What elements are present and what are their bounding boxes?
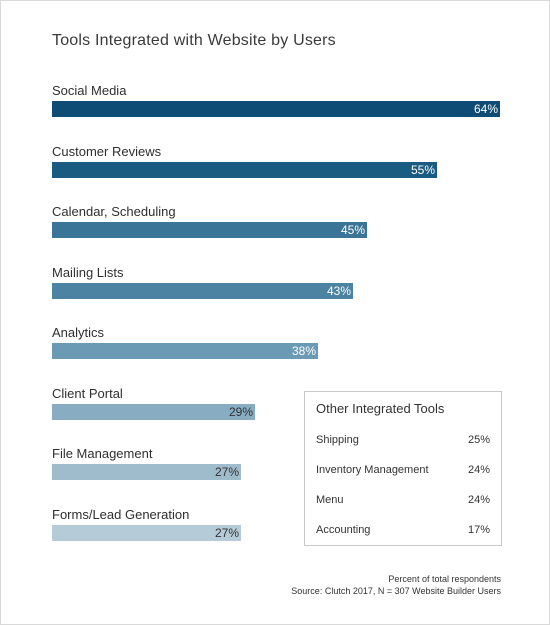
bar-value-label: 45% — [340, 223, 365, 237]
category-label: Mailing Lists — [52, 265, 124, 280]
bar: 29% — [52, 404, 255, 420]
other-tool-row: Accounting 17% — [316, 524, 490, 538]
other-tool-row: Menu 24% — [316, 494, 490, 508]
other-tool-value: 24% — [467, 494, 490, 506]
bar: 27% — [52, 464, 241, 480]
other-tools-title: Other Integrated Tools — [316, 401, 445, 416]
bar-value-label: 38% — [291, 344, 316, 358]
footnote-respondents: Percent of total respondents — [388, 574, 501, 584]
chart-title: Tools Integrated with Website by Users — [52, 32, 336, 49]
category-label: Client Portal — [52, 386, 123, 401]
other-integrated-tools-box: Other Integrated Tools Shipping 25% Inve… — [304, 391, 502, 546]
bar-value-label: 27% — [214, 465, 239, 479]
category-label: File Management — [52, 446, 153, 461]
other-tool-value: 25% — [467, 434, 490, 446]
bar-value-label: 27% — [214, 526, 239, 540]
bar: 38% — [52, 343, 318, 359]
bar: 45% — [52, 222, 367, 238]
other-tool-row: Shipping 25% — [316, 434, 490, 448]
bar-value-label: 55% — [410, 163, 435, 177]
bar: 55% — [52, 162, 437, 178]
bar: 27% — [52, 525, 241, 541]
category-label: Forms/Lead Generation — [52, 507, 190, 522]
footnote-source: Source: Clutch 2017, N = 307 Website Bui… — [291, 586, 501, 596]
other-tool-value: 24% — [467, 464, 490, 476]
other-tool-label: Accounting — [316, 524, 371, 536]
category-label: Calendar, Scheduling — [52, 204, 176, 219]
bar-value-label: 29% — [228, 405, 253, 419]
bar-value-label: 64% — [473, 102, 498, 116]
category-label: Social Media — [52, 83, 127, 98]
other-tool-label: Shipping — [316, 434, 359, 446]
bar-value-label: 43% — [326, 284, 351, 298]
other-tool-label: Inventory Management — [316, 464, 429, 476]
bar: 43% — [52, 283, 353, 299]
other-tool-row: Inventory Management 24% — [316, 464, 490, 478]
bar: 64% — [52, 101, 500, 117]
other-tool-label: Menu — [316, 494, 344, 506]
category-label: Analytics — [52, 325, 105, 340]
category-label: Customer Reviews — [52, 144, 162, 159]
other-tool-value: 17% — [467, 524, 490, 536]
